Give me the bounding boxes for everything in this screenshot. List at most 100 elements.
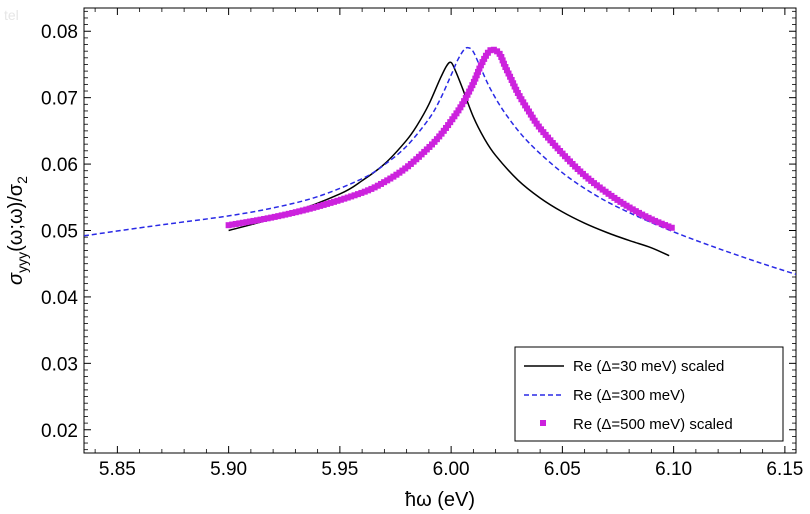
x-tick-label: 6.15 bbox=[766, 459, 803, 480]
data-point-delta500 bbox=[292, 209, 299, 216]
data-point-delta500 bbox=[358, 189, 365, 196]
data-point-delta500 bbox=[225, 222, 232, 229]
data-point-delta500 bbox=[490, 46, 497, 53]
data-point-delta500 bbox=[514, 89, 521, 96]
data-point-delta500 bbox=[310, 204, 317, 211]
y-tick-label: 0.02 bbox=[41, 421, 78, 442]
series-delta300-line bbox=[84, 46, 796, 276]
x-tick-label: 6.05 bbox=[544, 459, 581, 480]
data-point-delta500 bbox=[239, 219, 246, 226]
legend-label-delta500: Re (Δ=500 meV) scaled bbox=[573, 416, 733, 433]
data-point-delta500 bbox=[354, 191, 361, 198]
data-point-delta500 bbox=[527, 111, 534, 118]
data-point-delta500 bbox=[459, 101, 466, 108]
data-point-delta500 bbox=[525, 108, 532, 115]
data-point-delta500 bbox=[648, 216, 655, 223]
x-axis-label: ħω (eV) bbox=[405, 489, 475, 511]
data-point-delta500 bbox=[499, 57, 506, 64]
data-point-delta500 bbox=[502, 64, 509, 71]
data-point-delta500 bbox=[529, 114, 536, 121]
data-point-delta500 bbox=[629, 206, 636, 213]
legend-label-delta300: Re (Δ=300 meV) bbox=[573, 387, 685, 404]
data-point-delta500 bbox=[320, 201, 327, 208]
data-point-delta500 bbox=[642, 213, 649, 220]
data-point-delta500 bbox=[620, 200, 627, 207]
data-point-delta500 bbox=[461, 98, 468, 105]
legend-label-delta30: Re (Δ=30 meV) scaled bbox=[573, 358, 724, 375]
data-point-delta500 bbox=[289, 210, 296, 217]
data-point-delta500 bbox=[487, 47, 494, 54]
data-point-delta500 bbox=[344, 194, 351, 201]
series-delta30-line bbox=[228, 61, 670, 257]
data-point-delta500 bbox=[306, 205, 313, 212]
data-point-delta500 bbox=[639, 211, 646, 218]
data-point-delta500 bbox=[282, 211, 289, 218]
data-point-delta500 bbox=[368, 185, 375, 192]
data-point-delta500 bbox=[257, 216, 264, 223]
data-point-delta500 bbox=[232, 220, 239, 227]
data-point-delta500 bbox=[513, 86, 520, 93]
data-point-delta500 bbox=[507, 73, 514, 80]
data-point-delta500 bbox=[250, 217, 257, 224]
data-point-delta500 bbox=[299, 207, 306, 214]
data-point-delta500 bbox=[334, 197, 341, 204]
data-point-delta500 bbox=[327, 199, 334, 206]
data-point-delta500 bbox=[614, 196, 621, 203]
data-point-delta500 bbox=[268, 214, 275, 221]
series-group bbox=[84, 46, 796, 276]
data-point-delta500 bbox=[371, 184, 378, 191]
data-point-delta500 bbox=[475, 68, 482, 75]
data-point-delta500 bbox=[665, 223, 672, 230]
x-tick-label: 5.90 bbox=[210, 459, 247, 480]
data-point-delta500 bbox=[470, 78, 477, 85]
y-label-sigma: σ bbox=[5, 272, 27, 285]
legend-swatch-delta500 bbox=[540, 420, 546, 426]
data-point-delta500 bbox=[229, 221, 236, 228]
data-point-delta500 bbox=[337, 196, 344, 203]
data-point-delta500 bbox=[462, 94, 469, 101]
data-point-delta500 bbox=[264, 215, 271, 222]
data-point-delta500 bbox=[516, 93, 523, 100]
data-point-delta500 bbox=[655, 219, 662, 226]
data-point-delta500 bbox=[455, 107, 462, 114]
data-point-delta500 bbox=[632, 208, 639, 215]
y-axis-ticks: 0.02 0.03 0.04 0.05 0.06 0.07 0.08 bbox=[41, 10, 796, 451]
x-tick-label: 5.85 bbox=[99, 459, 136, 480]
y-tick-label: 0.08 bbox=[41, 22, 78, 43]
data-point-delta500 bbox=[464, 91, 471, 98]
legend-box bbox=[514, 346, 784, 442]
data-point-delta500 bbox=[522, 102, 529, 109]
data-point-delta500 bbox=[481, 55, 488, 62]
series-delta500-markers bbox=[225, 46, 675, 231]
data-point-delta500 bbox=[296, 208, 303, 215]
x-axis-ticks: 5.85 5.90 5.95 6.00 6.05 6.10 6.15 bbox=[94, 8, 803, 480]
data-point-delta500 bbox=[261, 216, 268, 222]
data-point-delta500 bbox=[324, 200, 331, 207]
data-point-delta500 bbox=[645, 214, 652, 221]
data-point-delta500 bbox=[662, 222, 669, 229]
data-point-delta500 bbox=[508, 76, 515, 83]
y-tick-label: 0.06 bbox=[41, 155, 78, 176]
watermark-text: tel bbox=[4, 7, 19, 23]
data-point-delta500 bbox=[498, 54, 505, 61]
data-point-delta500 bbox=[623, 202, 630, 209]
data-point-delta500 bbox=[636, 209, 643, 216]
data-point-delta500 bbox=[387, 175, 394, 182]
data-point-delta500 bbox=[466, 88, 473, 95]
data-point-delta500 bbox=[313, 203, 320, 210]
data-point-delta500 bbox=[511, 83, 518, 90]
data-point-delta500 bbox=[246, 218, 253, 225]
y-tick-label: 0.05 bbox=[41, 222, 78, 243]
y-label-args: (ω;ω)/σ bbox=[5, 183, 27, 252]
data-point-delta500 bbox=[381, 179, 388, 186]
legend: Re (Δ=30 meV) scaled Re (Δ=300 meV) Re (… bbox=[514, 346, 784, 442]
data-point-delta500 bbox=[469, 82, 476, 89]
data-point-delta500 bbox=[652, 217, 659, 224]
data-point-delta500 bbox=[278, 212, 285, 219]
data-point-delta500 bbox=[626, 204, 633, 211]
data-point-delta500 bbox=[668, 224, 675, 231]
data-point-delta500 bbox=[236, 220, 243, 227]
data-point-delta500 bbox=[617, 198, 624, 205]
data-point-delta500 bbox=[317, 202, 324, 209]
